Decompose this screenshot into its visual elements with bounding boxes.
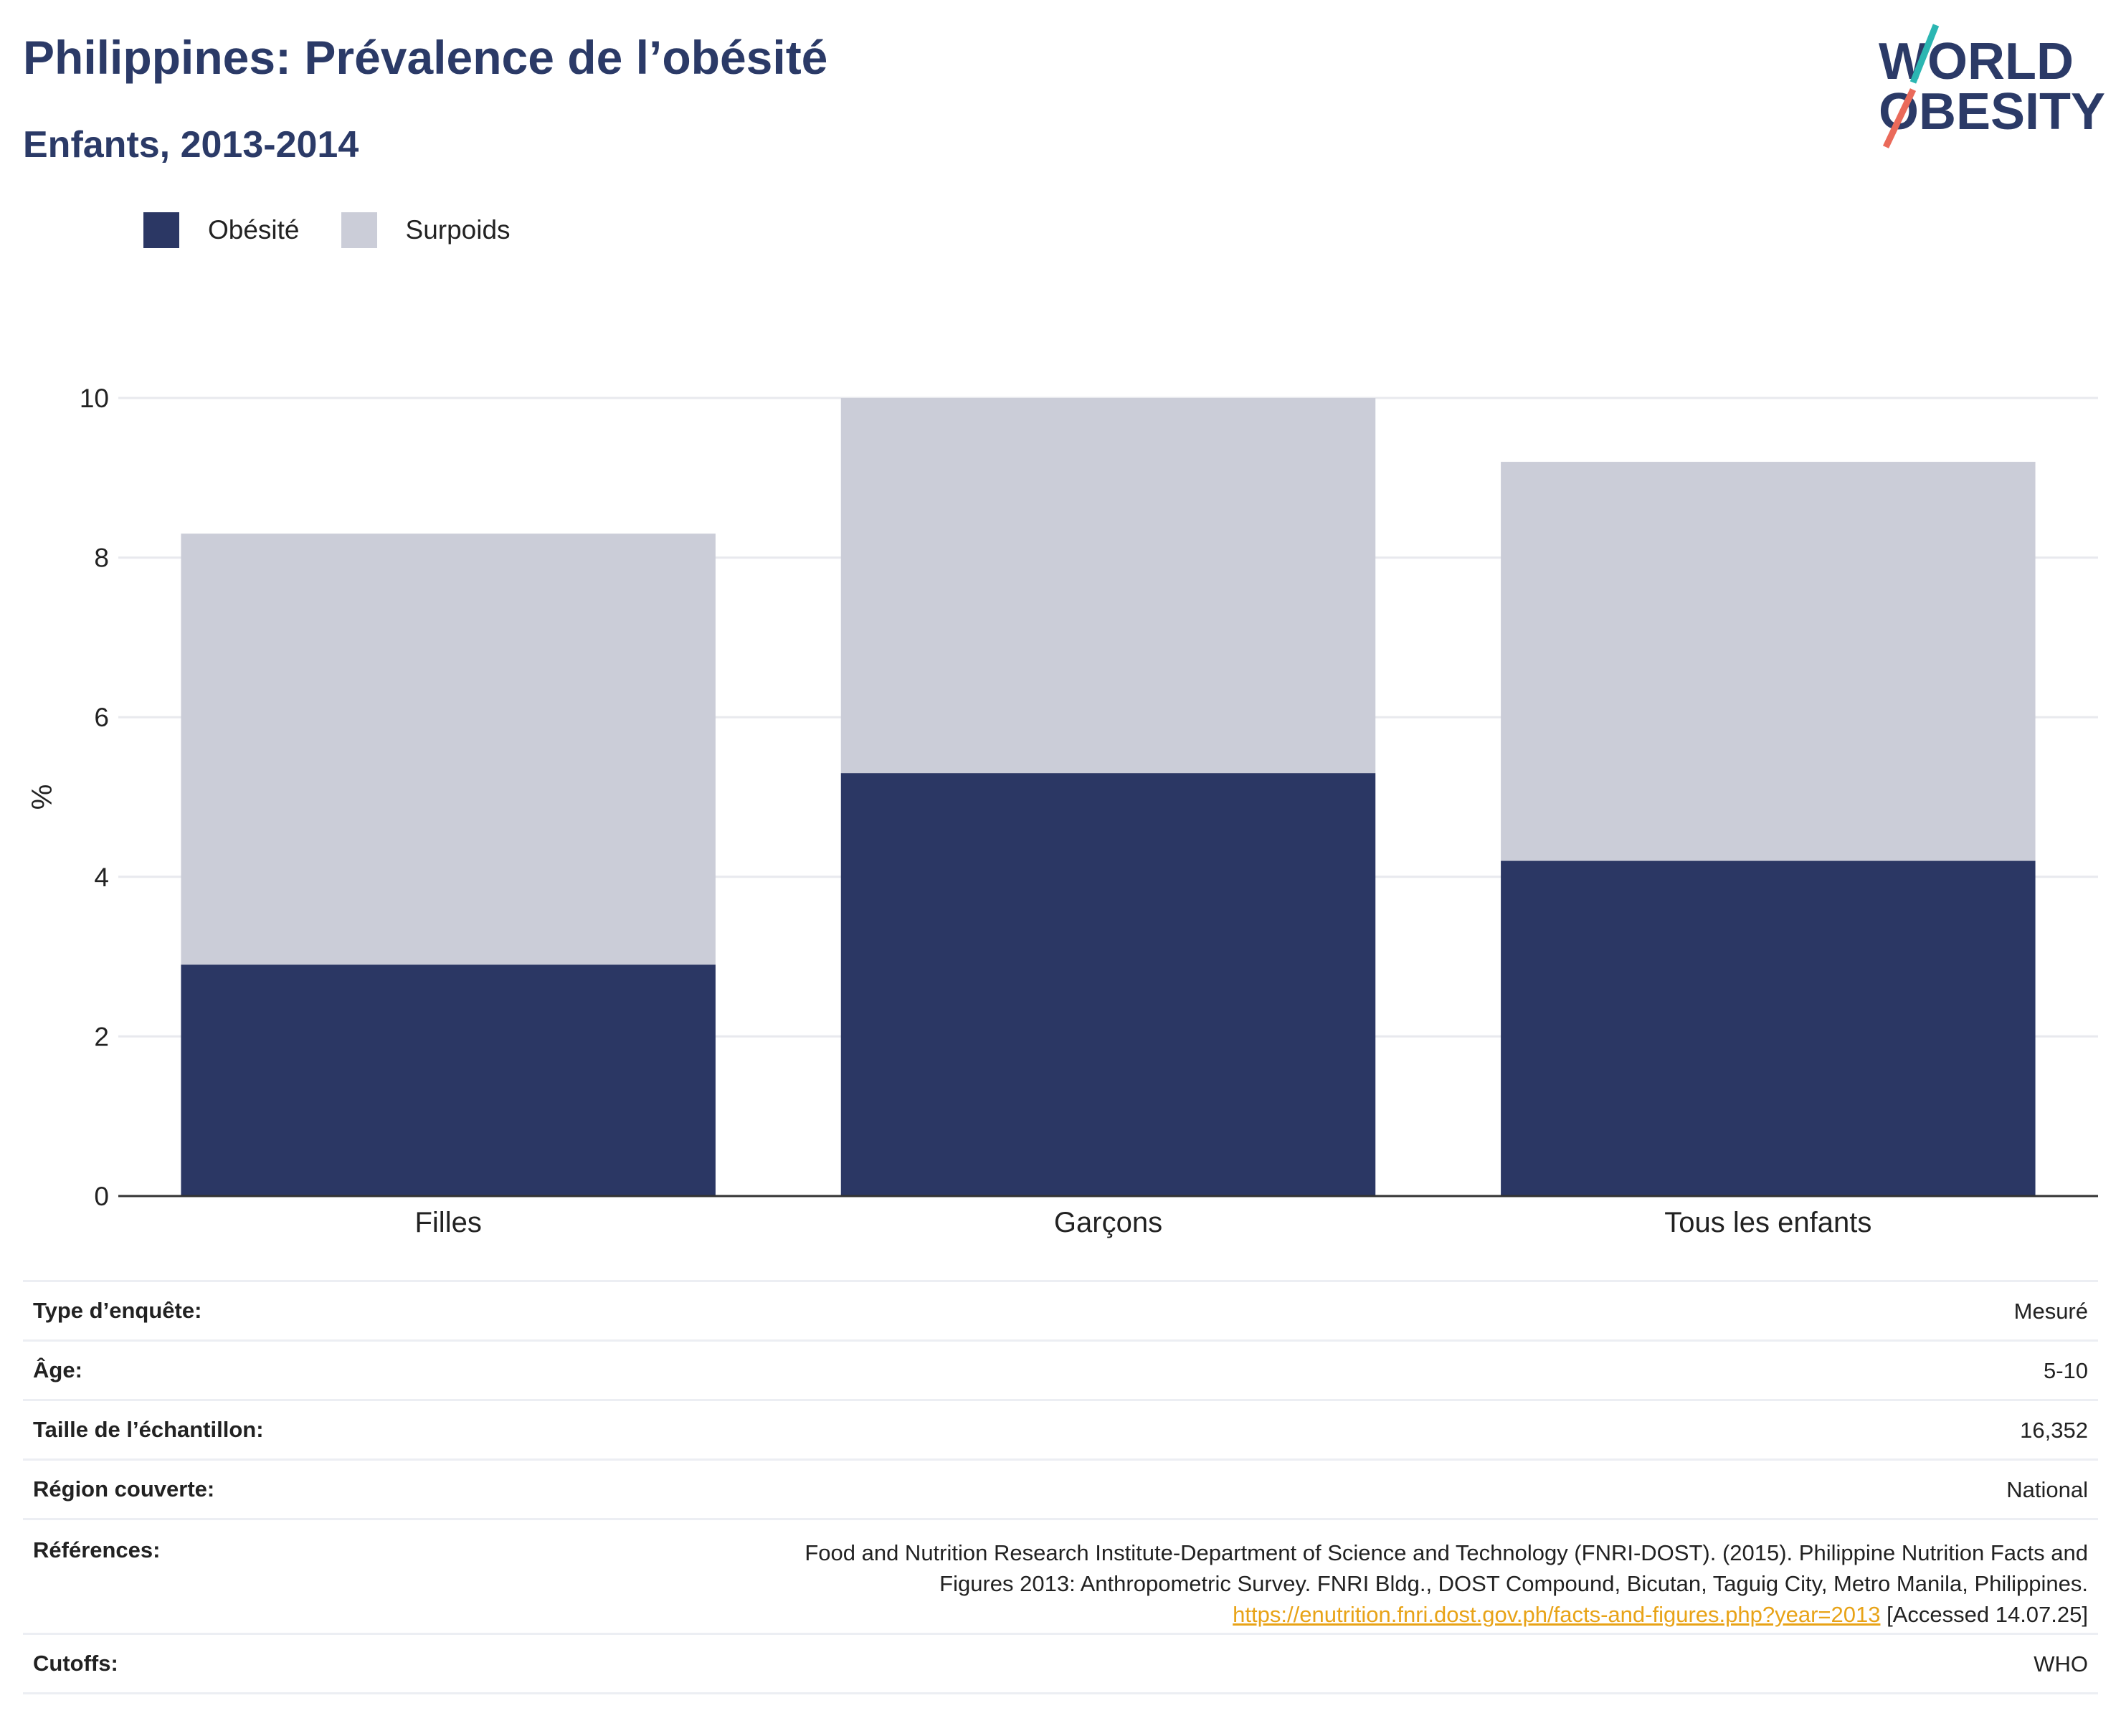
reference-link[interactable]: https://enutrition.fnri.dost.gov.ph/fact… (1233, 1602, 1881, 1627)
meta-value: National (2006, 1476, 2088, 1502)
meta-value: WHO (2034, 1651, 2088, 1676)
meta-row-region: Région couverte: National (23, 1458, 2098, 1518)
meta-row-references: Références: Food and Nutrition Research … (23, 1518, 2098, 1633)
legend-swatch-obesity (143, 212, 179, 248)
meta-row-cutoffs: Cutoffs: WHO (23, 1633, 2098, 1694)
legend-label-overweight: Surpoids (405, 215, 511, 245)
bar-obesity (181, 964, 716, 1196)
meta-value: 5-10 (2043, 1357, 2088, 1383)
x-tick-label: Garçons (1054, 1207, 1162, 1238)
y-tick-label: 0 (94, 1182, 109, 1211)
bar-obesity (1501, 860, 2036, 1196)
legend-label-obesity: Obésité (208, 215, 300, 245)
world-obesity-logo: WORLD OBESITY (1879, 24, 2105, 148)
legend-item-overweight[interactable]: Surpoids (341, 212, 511, 248)
meta-value: 16,352 (2020, 1417, 2088, 1443)
y-axis-label: % (27, 784, 58, 810)
y-tick-label: 2 (94, 1022, 109, 1051)
meta-label: Région couverte: (33, 1476, 215, 1502)
meta-label: Taille de l’échantillon: (33, 1417, 264, 1442)
survey-details-table: Type d’enquête: Mesuré Âge: 5-10 Taille … (23, 1280, 2098, 1694)
x-tick-label: Tous les enfants (1664, 1207, 1871, 1238)
svg-text:WORLD: WORLD (1879, 33, 2074, 90)
meta-row-survey-type: Type d’enquête: Mesuré (23, 1280, 2098, 1339)
meta-label: Type d’enquête: (33, 1298, 202, 1323)
meta-row-sample-size: Taille de l’échantillon: 16,352 (23, 1399, 2098, 1458)
bar-overweight (840, 398, 1376, 774)
meta-label: Cutoffs: (33, 1651, 118, 1676)
meta-label: Références: (33, 1537, 161, 1562)
legend-item-obesity[interactable]: Obésité (143, 212, 300, 248)
bar-overweight (181, 533, 716, 965)
reference-line-1: Food and Nutrition Research Institute-De… (805, 1540, 2088, 1565)
reference-accessed: [Accessed 14.07.25] (1880, 1602, 2088, 1627)
svg-text:OBESITY: OBESITY (1879, 83, 2105, 141)
y-tick-label: 4 (94, 863, 109, 892)
references-text: Food and Nutrition Research Institute-De… (805, 1537, 2088, 1630)
bar-obesity (840, 773, 1376, 1196)
reference-line-2: Figures 2013: Anthropometric Survey. FNR… (939, 1571, 2088, 1596)
meta-value: Mesuré (2013, 1298, 2088, 1324)
reference-line-3: https://enutrition.fnri.dost.gov.ph/fact… (805, 1599, 2088, 1630)
meta-label: Âge: (33, 1357, 82, 1382)
y-tick-label: 8 (94, 544, 109, 573)
page-subtitle: Enfants, 2013-2014 (23, 124, 359, 166)
page-title: Philippines: Prévalence de l’obésité (23, 31, 828, 84)
y-tick-label: 6 (94, 703, 109, 732)
bar-chart: 0 2 4 6 8 10% Filles Garçons Tous les enfants (27, 384, 2098, 1238)
chart-legend: Obésité Surpoids (143, 212, 552, 248)
legend-swatch-overweight (341, 212, 377, 248)
y-tick-label: 10 (80, 384, 109, 413)
x-tick-label: Filles (414, 1207, 481, 1238)
bar-overweight (1501, 462, 2036, 861)
meta-row-age: Âge: 5-10 (23, 1339, 2098, 1399)
